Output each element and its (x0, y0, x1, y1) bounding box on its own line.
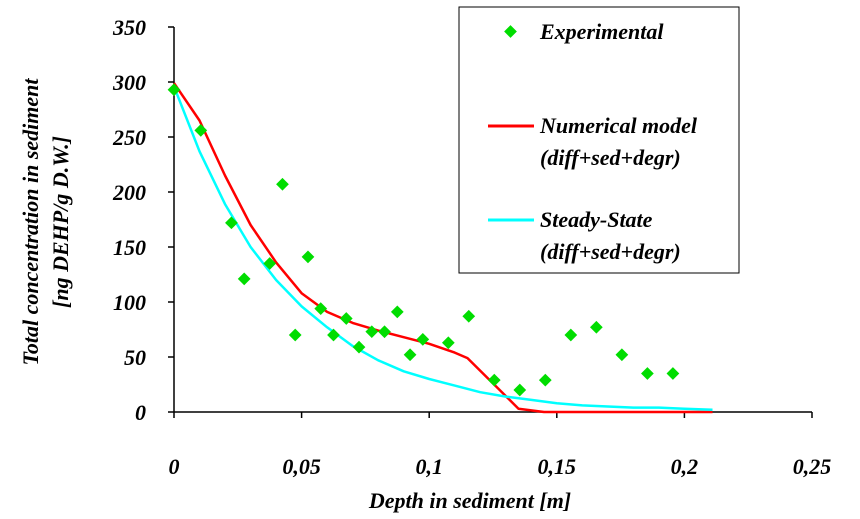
data-point (403, 348, 417, 362)
data-point (564, 328, 578, 342)
legend-label-experimental: Experimental (539, 19, 664, 44)
y-tick-label: 0 (135, 400, 146, 425)
x-tick-label: 0 (169, 454, 180, 479)
plot-area: 0 50 100 150 200 250 300 350 0 0,05 0,1 0,15 0,2 0,2… (112, 15, 831, 479)
data-point (301, 250, 315, 264)
x-tick-label: 0,25 (793, 454, 832, 479)
y-tick-label: 200 (112, 180, 146, 205)
legend-label-numerical-model-line-1: Numerical model (539, 113, 698, 138)
y-tick-label: 350 (112, 15, 146, 40)
y-tick-label: 150 (113, 235, 146, 260)
data-point (615, 348, 629, 362)
data-point (513, 383, 527, 397)
data-point (314, 302, 328, 315)
data-point (194, 124, 208, 137)
legend-label-numerical-model-line-2: (diff+sed+degr) (540, 145, 681, 170)
data-point (327, 328, 340, 342)
data-point (276, 177, 289, 191)
data-point (538, 373, 552, 387)
x-axis-title: Depth in sediment [m] (368, 488, 571, 513)
data-point (487, 373, 501, 387)
x-tick-label: 0,05 (282, 454, 321, 479)
y-tick-label: 100 (113, 290, 146, 315)
y-tick-label: 50 (124, 345, 146, 370)
data-point (462, 309, 476, 323)
data-point (225, 216, 238, 230)
data-point (352, 340, 366, 354)
data-point (416, 333, 430, 346)
data-point (378, 325, 391, 339)
data-point (441, 336, 455, 350)
legend-box (458, 6, 740, 274)
x-tick-label: 0,15 (538, 454, 577, 479)
y-tick-label: 250 (112, 125, 146, 150)
legend-label-steady-state-line-2: (diff+sed+degr) (540, 239, 681, 264)
data-point (339, 312, 353, 325)
data-point (590, 320, 603, 334)
x-tick-label: 0,1 (415, 454, 443, 479)
data-point (390, 305, 404, 319)
data-point (365, 325, 379, 339)
data-point (237, 272, 251, 286)
data-point (167, 83, 181, 97)
legend: Experimental Numerical model (diff+sed+d… (458, 6, 740, 274)
data-point (666, 367, 680, 380)
y-tick-label: 300 (112, 70, 146, 95)
data-point (263, 257, 277, 270)
y-axis-title-line-2: [ng DEHP/g D.W.] (48, 136, 73, 308)
x-tick-label: 0,2 (671, 454, 699, 479)
y-axis-title-line-1: Total concentration in sediment (18, 78, 43, 366)
y-ticks: 0 50 100 150 200 250 300 350 (112, 15, 174, 425)
legend-label-steady-state-line-1: Steady-State (540, 207, 653, 232)
series-line-1 (172, 82, 713, 414)
data-point (288, 328, 302, 342)
data-point (641, 367, 654, 380)
x-ticks: 0 0,05 0,1 0,15 0,2 0,25 (169, 412, 832, 479)
